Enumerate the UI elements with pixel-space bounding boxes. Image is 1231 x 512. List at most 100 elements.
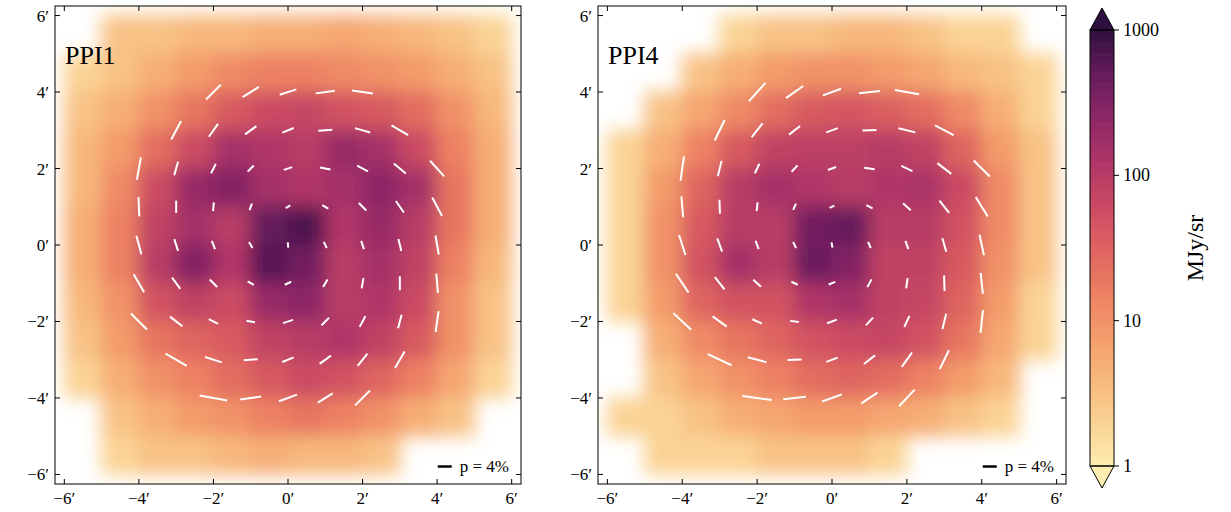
heatmap-cell [794,397,832,436]
colorbar-tick-label: 10 [1123,311,1141,331]
colorbar-extend-max [1090,8,1114,30]
y-tick [598,474,603,475]
polarization-vector [906,278,907,288]
polarization-vector [715,277,725,289]
x-tick [64,479,65,484]
y-tick-label: −2′ [570,312,592,331]
colorbar-step [1090,339,1114,343]
x-tick [511,6,512,11]
colorbar-tick [1114,466,1119,467]
heatmap-cell [213,130,251,169]
x-tick-label: −4′ [671,489,693,508]
heatmap-cell [288,245,326,284]
heatmap-cell [288,397,326,436]
heatmap-cell [719,397,757,436]
heatmap-cell [474,359,512,398]
heatmap-cell [213,436,251,475]
heatmap-cell [399,15,437,54]
colorbar-step [1090,211,1114,215]
polarization-vector [430,161,444,177]
heatmap-cell [944,397,982,436]
heatmap-cell [138,245,176,284]
polarization-vector [868,242,871,248]
heatmap-cell [794,168,832,207]
x-tick [362,479,363,484]
heatmap-cell [757,130,795,169]
colorbar-step [1090,113,1114,117]
heatmap-cell [832,92,870,131]
polarization-vector [831,242,834,247]
heatmap-cell [213,283,251,322]
colorbar-step [1090,204,1114,208]
y-tick-label: 6′ [580,7,592,26]
heatmap-cell [437,397,475,436]
plot-area [607,15,1057,475]
x-tick-label: 2′ [356,489,368,508]
x-tick [832,6,833,11]
heatmap-cell [176,245,214,284]
polarization-vector [205,357,222,362]
x-tick-label: 6′ [506,489,518,508]
heatmap-cell [981,53,1019,92]
heatmap-cell [906,206,944,245]
heatmap-cell [250,397,288,436]
polarization-vector [788,358,802,360]
y-tick-label: 0′ [580,236,592,255]
polarization-vector [903,203,911,210]
polarization-vector [137,157,141,179]
heatmap-cell [399,245,437,284]
colorbar-step [1090,393,1114,397]
polarization-vector [827,320,837,324]
x-tick [981,479,982,484]
colorbar-step [1090,262,1114,266]
colorbar-step [1090,415,1114,419]
polarization-vector [866,205,872,208]
heatmap-cell [101,436,139,475]
x-tick [682,6,683,11]
colorbar-step [1090,251,1114,255]
colorbar-tick-label: 1 [1123,456,1132,476]
polarization-vector [718,161,722,176]
polarization-vector [285,282,291,285]
x-tick-label: −4′ [128,489,150,508]
heatmap-cell [906,15,944,54]
colorbar-step [1090,353,1114,357]
polarization-vector [673,313,691,330]
colorbar-step [1090,306,1114,310]
polarization-vector [174,239,178,251]
heatmap-cell [213,245,251,284]
polarization-vector [206,85,221,100]
colorbar-step [1090,139,1114,143]
frame [55,6,521,484]
colorbar-tick [1114,30,1119,31]
heatmap-cell [869,206,907,245]
colorbar-step [1090,95,1114,99]
heatmap-cell [64,206,102,245]
heatmap-cell [757,206,795,245]
polarization-vector [245,126,256,134]
heatmap-cell [869,283,907,322]
y-tick [1061,245,1066,246]
heatmap-cell [944,359,982,398]
colorbar-step [1090,458,1114,462]
heatmap-cell [288,283,326,322]
polarization-vector [866,318,873,326]
colorbar-step [1090,102,1114,106]
polarization-vector [318,129,332,132]
x-tick [682,479,683,484]
heatmap-cell [981,15,1019,54]
colorbar-step [1090,146,1114,150]
heatmap-cell [176,321,214,360]
colorbar: 1101001000MJy/sr [1090,8,1208,488]
colorbar-step [1090,91,1114,95]
x-tick [607,479,608,484]
heatmap-cell [607,168,645,207]
x-tick [288,479,289,484]
y-tick-label: −4′ [27,389,49,408]
colorbar-step [1090,124,1114,128]
colorbar-step [1090,426,1114,430]
heatmap-cell [288,206,326,245]
heatmap-cell [64,92,102,131]
colorbar-step [1090,288,1114,292]
colorbar-step [1090,433,1114,437]
